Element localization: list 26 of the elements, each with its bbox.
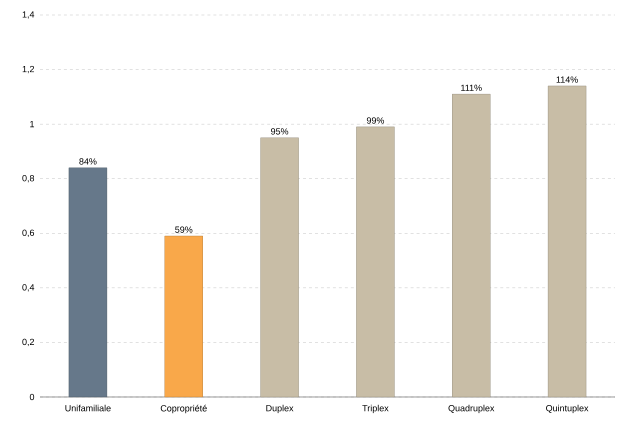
y-tick-label: 0,6	[22, 230, 34, 237]
y-tick-label: 0	[30, 394, 34, 400]
bar	[164, 236, 203, 398]
data-label: 84%	[79, 158, 97, 165]
y-tick-label: 0,8	[22, 175, 34, 182]
bar	[356, 126, 395, 398]
x-tick-label: Duplex	[266, 404, 294, 414]
x-tick-label: Quadruplex	[448, 404, 494, 414]
y-tick-label: 1	[30, 121, 34, 128]
bar	[452, 94, 490, 398]
data-label: 111%	[461, 84, 482, 91]
x-tick-label: Copropriété	[160, 404, 207, 414]
y-tick-label: 0,2	[22, 338, 34, 346]
x-tick-label: Quintuplex	[546, 404, 588, 414]
y-tick-label: 1,2	[22, 66, 34, 74]
y-tick-label: 1,4	[22, 11, 34, 19]
y-tick-label: 0,4	[22, 284, 34, 292]
bar	[68, 168, 108, 398]
data-label: 99%	[366, 117, 384, 124]
data-label: 114%	[556, 76, 578, 83]
bar	[548, 86, 586, 398]
data-label: 95%	[271, 128, 288, 135]
x-tick-label: Triplex	[362, 404, 389, 414]
bar	[260, 138, 299, 398]
x-tick-label: Unifamiliale	[65, 404, 111, 412]
data-label: 59%	[175, 226, 192, 233]
